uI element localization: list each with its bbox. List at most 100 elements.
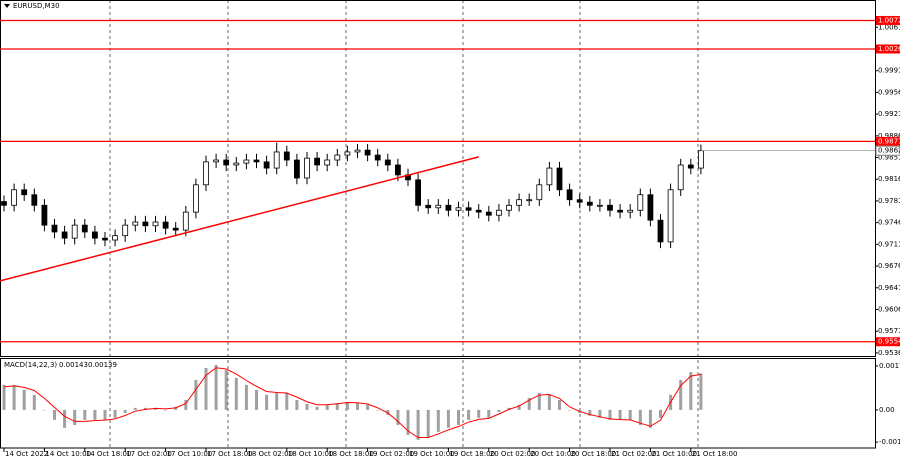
candle-body (475, 209, 482, 213)
price-label-box (875, 145, 900, 156)
x-tick-label: 21 Oct 02:00 (611, 450, 657, 458)
macd-bar (628, 409, 632, 420)
macd-bar (53, 409, 56, 420)
symbol: EURUSD,M30 (13, 2, 60, 10)
candle-body (304, 157, 310, 179)
candle-body (586, 201, 593, 206)
candle-body (617, 209, 623, 213)
macd-bar (356, 403, 359, 410)
candle-body (445, 204, 452, 211)
macd-bar (416, 409, 420, 440)
macd-bar (164, 409, 168, 411)
candle-body (112, 235, 118, 241)
macd-bar (527, 397, 531, 410)
y-tick-label: 0.9676 (878, 262, 900, 270)
macd-value: 0.00143 (59, 361, 88, 369)
macd-pane (0, 358, 876, 449)
candle-body (354, 149, 361, 153)
x-tick-label: 18 Oct 02:00 (247, 450, 293, 458)
candle-body (51, 224, 58, 233)
symbol-icon (4, 4, 10, 8)
candle-body (334, 154, 341, 161)
macd-bar (436, 409, 440, 432)
candle-body (435, 204, 442, 209)
macd-bar (598, 409, 602, 418)
candle-body (627, 209, 634, 213)
x-tick-label: 20 Oct 02:00 (490, 450, 536, 458)
y-tick-label: 0.9641 (878, 284, 900, 292)
macd-bar (487, 409, 491, 418)
macd-bar (244, 384, 248, 410)
candle-body (243, 159, 250, 164)
macd-bar (588, 409, 592, 416)
x-tick-label: 14 Oct 18:00 (86, 450, 132, 458)
candle-body (61, 231, 68, 239)
candle-body (1, 201, 7, 206)
macd-bar (143, 407, 147, 410)
macd-bar (477, 409, 481, 418)
macd-bar (537, 393, 541, 410)
candle-body (283, 151, 290, 161)
candle-body (263, 161, 270, 169)
level-label: 0.9877 (878, 137, 900, 145)
candle-body (233, 162, 240, 166)
candle-body (192, 184, 199, 213)
macd-bar (638, 409, 642, 425)
macd-bar (22, 389, 26, 410)
candle-body (687, 164, 694, 169)
candle-body (122, 224, 129, 237)
macd-bar (285, 393, 289, 410)
x-tick-label: 14 Oct 2022 (5, 450, 48, 458)
macd-bar (618, 409, 622, 420)
macd-bar (335, 403, 339, 410)
level-label: 0.9554 (878, 338, 900, 346)
signal-value: 0.00139 (88, 361, 117, 369)
macd-bar (679, 379, 683, 410)
y-tick-label: 1.0061 (878, 23, 900, 31)
candle-body (647, 194, 654, 221)
macd-bar (396, 409, 400, 425)
candle-body (455, 207, 462, 211)
x-tick-label: 14 Oct 10:00 (45, 450, 91, 458)
macd-bar (558, 399, 561, 410)
x-tick-label: 20 Oct 10:00 (530, 450, 576, 458)
macd-bar (689, 372, 693, 410)
candle-body (374, 154, 381, 161)
candle-body (172, 227, 179, 231)
y-tick-label: 0.9746 (878, 219, 900, 227)
x-tick-label: 18 Oct 18:00 (328, 450, 374, 458)
candle-body (92, 231, 98, 239)
level-label: 1.0072 (878, 16, 900, 24)
candle-body (102, 237, 108, 241)
macd-bar (426, 409, 430, 438)
macd-bar (467, 409, 471, 420)
macd-bar (83, 409, 87, 420)
candle-body (253, 159, 260, 163)
signal-line (3, 367, 701, 439)
x-tick-label: 19 Oct 18:00 (449, 450, 495, 458)
candle-body (566, 189, 573, 201)
macd-bar (568, 409, 572, 411)
macd-bar (517, 404, 521, 410)
candle-body (415, 179, 422, 206)
y-tick-label: 0.9991 (878, 67, 900, 75)
macd-bar (194, 379, 198, 410)
candle-body (546, 167, 553, 186)
level-label-box (876, 136, 900, 146)
level-label-box (876, 44, 900, 54)
y-tick-label: 0.9921 (878, 110, 900, 118)
candle-body (677, 164, 684, 191)
macd-bar (174, 406, 178, 410)
macd-bar (547, 394, 551, 410)
macd-bar (113, 409, 117, 418)
x-tick-label: 17 Oct 10:00 (167, 450, 213, 458)
macd-bar (376, 409, 380, 411)
y-tick-label: 0.9816 (878, 175, 900, 183)
candle-body (698, 150, 704, 169)
macd-bar (648, 409, 652, 428)
macd-bar (699, 373, 703, 410)
macd-bar (123, 409, 127, 413)
candle-body (203, 161, 209, 186)
macd-bar (325, 404, 329, 410)
